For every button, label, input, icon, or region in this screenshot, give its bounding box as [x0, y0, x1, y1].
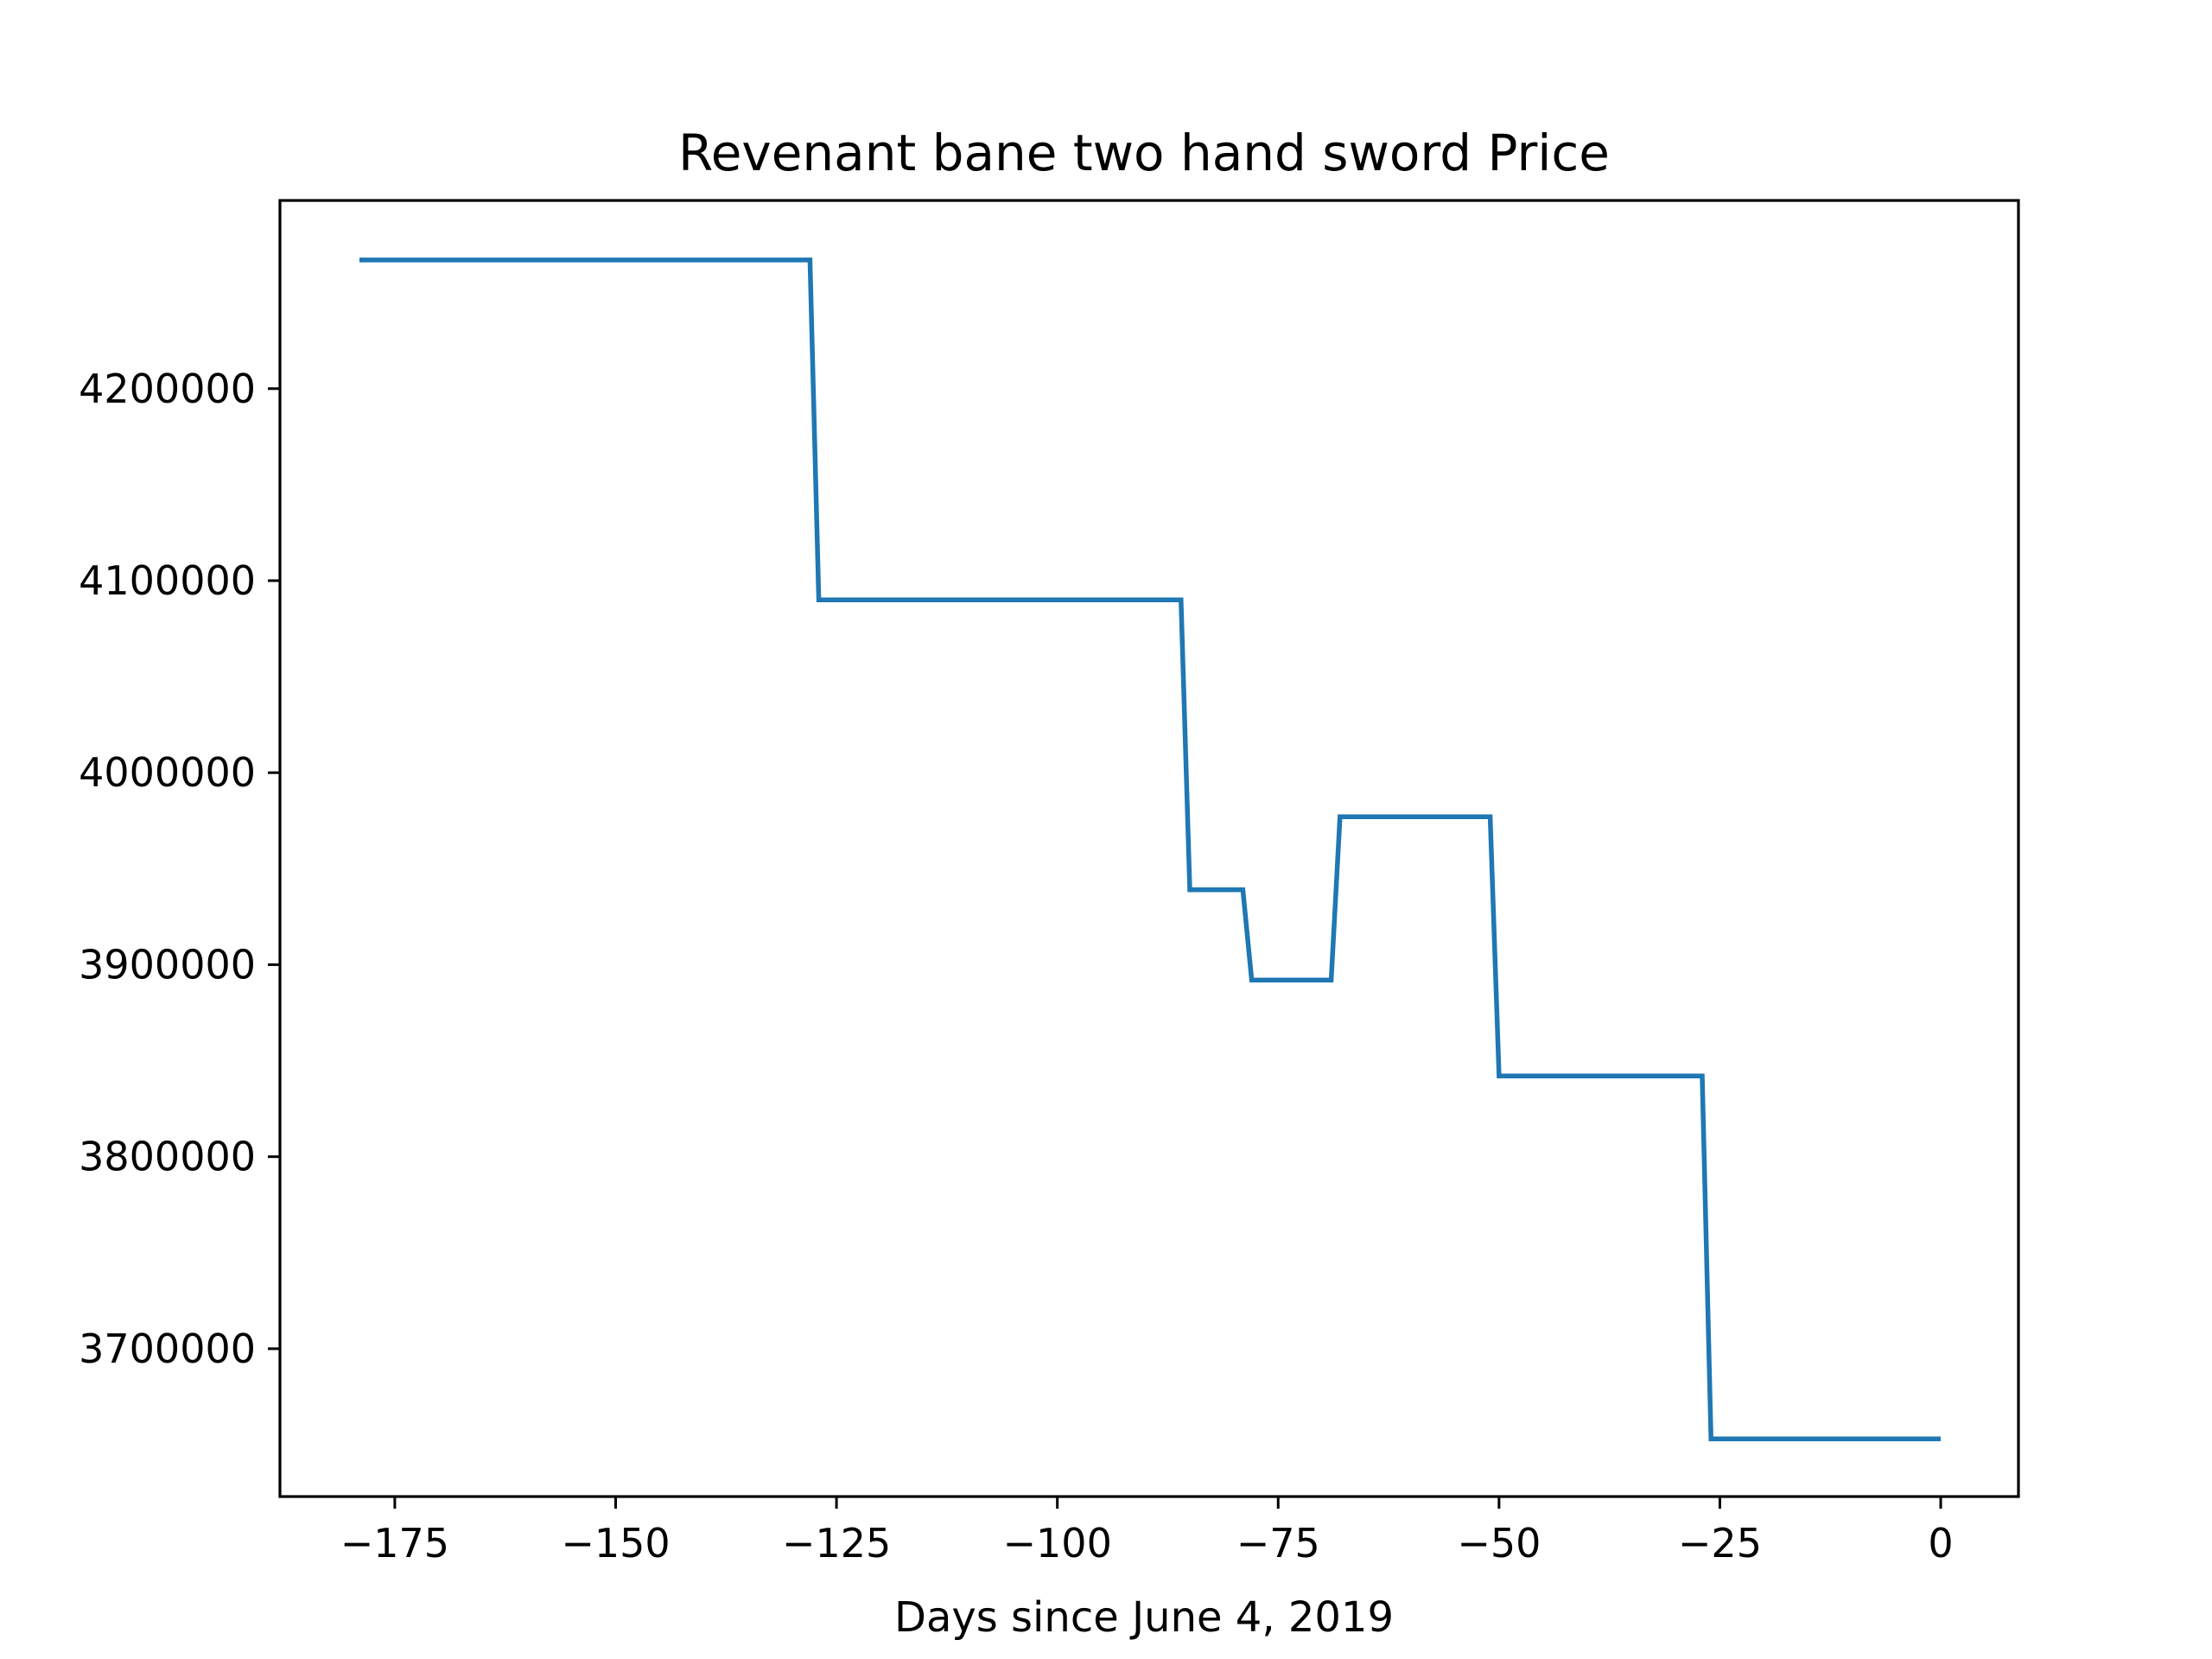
plot-marks	[359, 257, 1941, 1442]
x-tick-label: −50	[1457, 1520, 1541, 1567]
x-tick-label: −125	[782, 1520, 891, 1567]
x-tick-label: −100	[1003, 1520, 1112, 1567]
x-tick-label: −175	[340, 1520, 449, 1567]
chart-title: Revenant bane two hand sword Price	[678, 124, 1610, 182]
x-tick-label: 0	[1928, 1520, 1953, 1567]
y-axis-ticks: 3700000 3800000 3900000 4000000 4100000 42000…	[79, 365, 280, 1372]
y-tick-label: 3800000	[79, 1134, 256, 1180]
y-tick-label: 4000000	[79, 749, 256, 796]
y-tick-label: 4200000	[79, 365, 256, 412]
y-tick-label: 3900000	[79, 941, 256, 988]
x-tick-label: −25	[1678, 1520, 1762, 1567]
x-axis-ticks: −175 −150 −125 −100 −75 −50 −25 0	[340, 1497, 1954, 1567]
y-tick-label: 4100000	[79, 557, 256, 604]
x-tick-label: −75	[1236, 1520, 1320, 1567]
y-tick-label: 3700000	[79, 1325, 256, 1372]
series-line	[359, 257, 1941, 1442]
axes-frame	[278, 199, 2020, 1498]
x-axis-label: Days since June 4, 2019	[894, 1593, 1394, 1642]
x-tick-label: −150	[561, 1520, 670, 1567]
